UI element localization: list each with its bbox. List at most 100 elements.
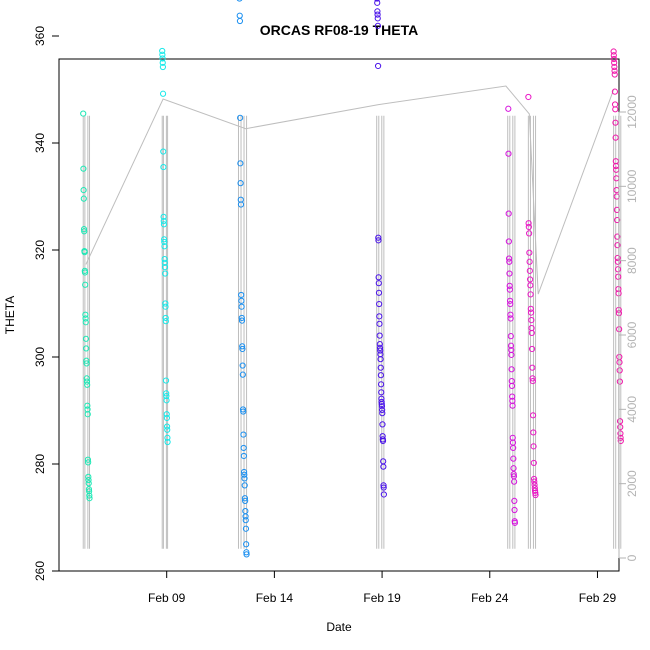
data-point — [528, 329, 535, 337]
data-point — [617, 437, 624, 445]
data-point — [530, 459, 537, 467]
data-point — [527, 282, 534, 289]
secondary-y-axis: 0 2000 4000 6000 8000 10000 12000 — [618, 95, 639, 561]
data-point — [611, 63, 618, 71]
data-point — [160, 221, 168, 228]
data-point — [237, 201, 245, 208]
data-point — [82, 319, 89, 326]
data-point — [526, 276, 534, 283]
data-point — [84, 411, 91, 418]
data-point — [506, 286, 513, 293]
data-point — [529, 375, 536, 382]
y2-tick-label: 12000 — [625, 95, 639, 129]
data-point — [85, 476, 92, 484]
data-point — [242, 497, 249, 505]
data-point — [611, 67, 618, 74]
data-point — [507, 333, 514, 340]
data-point — [82, 335, 90, 342]
data-point — [162, 377, 170, 384]
y-tick-label: 300 — [33, 347, 47, 367]
data-point — [616, 418, 624, 425]
data-point — [243, 551, 250, 558]
x-tick-label: Feb 09 — [148, 591, 186, 605]
data-point — [379, 421, 386, 428]
data-point — [508, 366, 515, 373]
data-point — [242, 517, 249, 524]
data-point — [526, 258, 533, 265]
data-point — [528, 345, 536, 353]
y-tick-label: 320 — [33, 240, 47, 260]
data-point — [238, 297, 245, 304]
data-point — [505, 105, 512, 112]
data-point — [375, 274, 382, 281]
data-point — [162, 270, 169, 277]
data-point — [531, 478, 538, 485]
data-point — [241, 482, 248, 489]
data-point — [525, 223, 532, 231]
data-point — [238, 314, 245, 322]
data-point — [164, 438, 171, 446]
data-point — [161, 238, 168, 246]
data-point — [508, 382, 516, 389]
data-point — [159, 63, 166, 71]
data-point — [532, 489, 539, 496]
data-point — [85, 480, 92, 487]
y2-tick-label: 10000 — [625, 169, 639, 203]
data-point — [525, 220, 532, 227]
data-point — [81, 228, 88, 235]
data-point — [161, 236, 168, 243]
data-point — [507, 315, 514, 322]
data-point — [83, 357, 90, 364]
data-point — [241, 471, 248, 478]
y-tick-label: 260 — [33, 561, 47, 581]
data-point — [83, 345, 90, 352]
data-point — [160, 163, 167, 171]
data-point — [240, 408, 247, 415]
data-point — [238, 317, 246, 324]
data-point — [511, 478, 518, 485]
data-point — [236, 0, 243, 2]
data-point — [161, 264, 169, 271]
data-point — [80, 186, 87, 194]
data-point — [526, 230, 533, 237]
data-point — [83, 360, 90, 367]
data-point — [239, 345, 246, 353]
data-point — [243, 549, 250, 556]
data-point — [377, 356, 384, 363]
data-point — [616, 359, 623, 366]
data-point — [527, 309, 535, 316]
x-tick-label: Feb 14 — [256, 591, 294, 605]
data-point — [374, 8, 381, 15]
data-point — [509, 393, 516, 400]
y-tick-label: 340 — [33, 133, 47, 153]
y2-tick-label: 8000 — [625, 247, 639, 274]
data-point — [81, 249, 88, 256]
data-point — [610, 55, 618, 63]
data-point — [159, 55, 166, 62]
data-point — [377, 381, 385, 388]
data-point — [83, 375, 90, 382]
data-point — [613, 175, 620, 182]
data-point — [80, 165, 87, 172]
data-point — [614, 242, 621, 249]
data-point — [163, 423, 171, 430]
data-point — [616, 367, 623, 374]
data-point — [162, 314, 169, 322]
data-point — [505, 255, 513, 262]
data-point — [83, 378, 91, 385]
data-point — [531, 487, 539, 494]
data-point — [505, 238, 512, 245]
data-point — [161, 259, 168, 266]
data-point — [82, 281, 89, 288]
data-point — [240, 452, 247, 460]
data-point — [508, 351, 515, 358]
data-point — [162, 300, 169, 307]
data-point — [376, 320, 383, 327]
data-point — [374, 0, 380, 2]
data-point — [510, 444, 517, 452]
data-point — [617, 434, 624, 441]
plot-frame — [58, 58, 620, 572]
data-point — [375, 234, 382, 241]
data-point — [240, 444, 247, 452]
